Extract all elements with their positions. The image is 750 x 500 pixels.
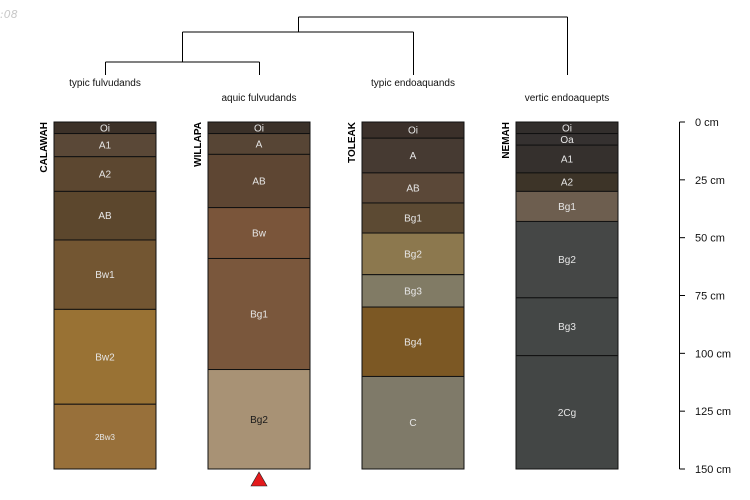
horizon-label: Bg1 — [250, 310, 268, 321]
horizon-a2 — [53, 156, 157, 192]
horizon-2cg — [515, 355, 619, 470]
horizon-bw — [207, 207, 311, 259]
horizon-label: A2 — [561, 178, 574, 189]
horizon-label: Oi — [100, 123, 110, 134]
profile-toleak: typic endoaquands TOLEAK Oi A AB Bg1 Bg2 Bg3 Bg4… — [347, 78, 465, 470]
taxon-label: vertic endoaquepts — [525, 93, 610, 104]
axis-tick-label: 150 cm — [695, 464, 731, 476]
profile-name: TOLEAK — [347, 121, 358, 163]
horizon-bg2 — [515, 220, 619, 299]
horizon-label: Bw1 — [95, 270, 115, 281]
horizon-bw2 — [53, 308, 157, 405]
horizon-label: AB — [252, 176, 266, 187]
axis-tick-label: 100 cm — [695, 348, 731, 360]
horizon-label: Bg2 — [558, 255, 576, 266]
horizon-label: Oi — [254, 123, 264, 134]
horizon-label: A2 — [99, 170, 112, 181]
horizon-label: AB — [98, 211, 112, 222]
horizon-label: Bg1 — [558, 202, 576, 213]
horizon-a — [361, 137, 465, 174]
horizon-a1 — [515, 144, 619, 174]
axis-tick-label: 25 cm — [695, 175, 725, 187]
axis-tick-label: 75 cm — [695, 291, 725, 303]
taxon-label: aquic fulvudands — [221, 93, 296, 104]
horizon-label: Oa — [560, 135, 574, 146]
horizon-label: AB — [406, 183, 420, 194]
profile-name: WILLAPA — [193, 122, 204, 167]
horizon-label: Bg2 — [404, 249, 422, 260]
profile-name: CALAWAH — [39, 122, 50, 173]
horizon-label: A — [410, 151, 417, 162]
horizon-bg3 — [515, 297, 619, 357]
horizon-label: A — [256, 139, 263, 150]
horizon-label: Bw2 — [95, 352, 115, 363]
horizon-bg1 — [207, 257, 311, 371]
profile-calawah: typic fulvudands CALAWAH Oi A1 A2 AB Bw1 Bw2 2Bw… — [39, 78, 157, 470]
profile-willapa: aquic fulvudands WILLAPA Oi A AB Bw Bg1 Bg2 — [193, 93, 311, 487]
horizon-2bw3 — [53, 403, 157, 470]
red-triangle-marker-icon — [250, 471, 268, 487]
horizon-bg1 — [361, 202, 465, 234]
horizon-label: Bg2 — [250, 415, 268, 426]
horizon-label: Oi — [562, 123, 572, 134]
horizon-bg1 — [515, 190, 619, 222]
horizon-ab — [53, 190, 157, 241]
horizon-label: Bg3 — [558, 322, 576, 333]
horizon-c — [361, 375, 465, 470]
axis-tick-label: 125 cm — [695, 406, 731, 418]
profiles: typic fulvudands CALAWAH Oi A1 A2 AB Bw1 Bw2 2Bw… — [39, 78, 619, 487]
horizon-bg2 — [207, 369, 311, 470]
profile-name: NEMAH — [501, 122, 512, 159]
horizon-bg4 — [361, 306, 465, 377]
horizon-label: C — [409, 418, 416, 429]
horizon-label: Bg1 — [404, 214, 422, 225]
axis-tick-label: 0 cm — [695, 117, 719, 129]
dendrogram — [105, 16, 568, 75]
horizon-label: Bw — [252, 229, 267, 240]
horizon-ab — [361, 172, 465, 204]
horizon-label: 2Bw3 — [95, 433, 116, 442]
corner-label: :08 — [0, 8, 18, 21]
depth-axis: 0 cm 25 cm 50 cm 75 cm 100 cm 125 cm 150 cm — [679, 117, 731, 476]
taxon-label: typic fulvudands — [69, 78, 141, 89]
horizon-label: Bg3 — [404, 286, 422, 297]
horizon-label: Bg4 — [404, 337, 422, 348]
axis-tick-label: 50 cm — [695, 233, 725, 245]
horizon-label: A1 — [561, 155, 574, 166]
horizon-label: A1 — [99, 141, 112, 152]
taxon-label: typic endoaquands — [371, 78, 455, 89]
horizon-label: 2Cg — [558, 408, 576, 419]
horizon-bw1 — [53, 239, 157, 310]
horizon-label: Oi — [408, 126, 418, 137]
horizon-bg2 — [361, 232, 465, 276]
